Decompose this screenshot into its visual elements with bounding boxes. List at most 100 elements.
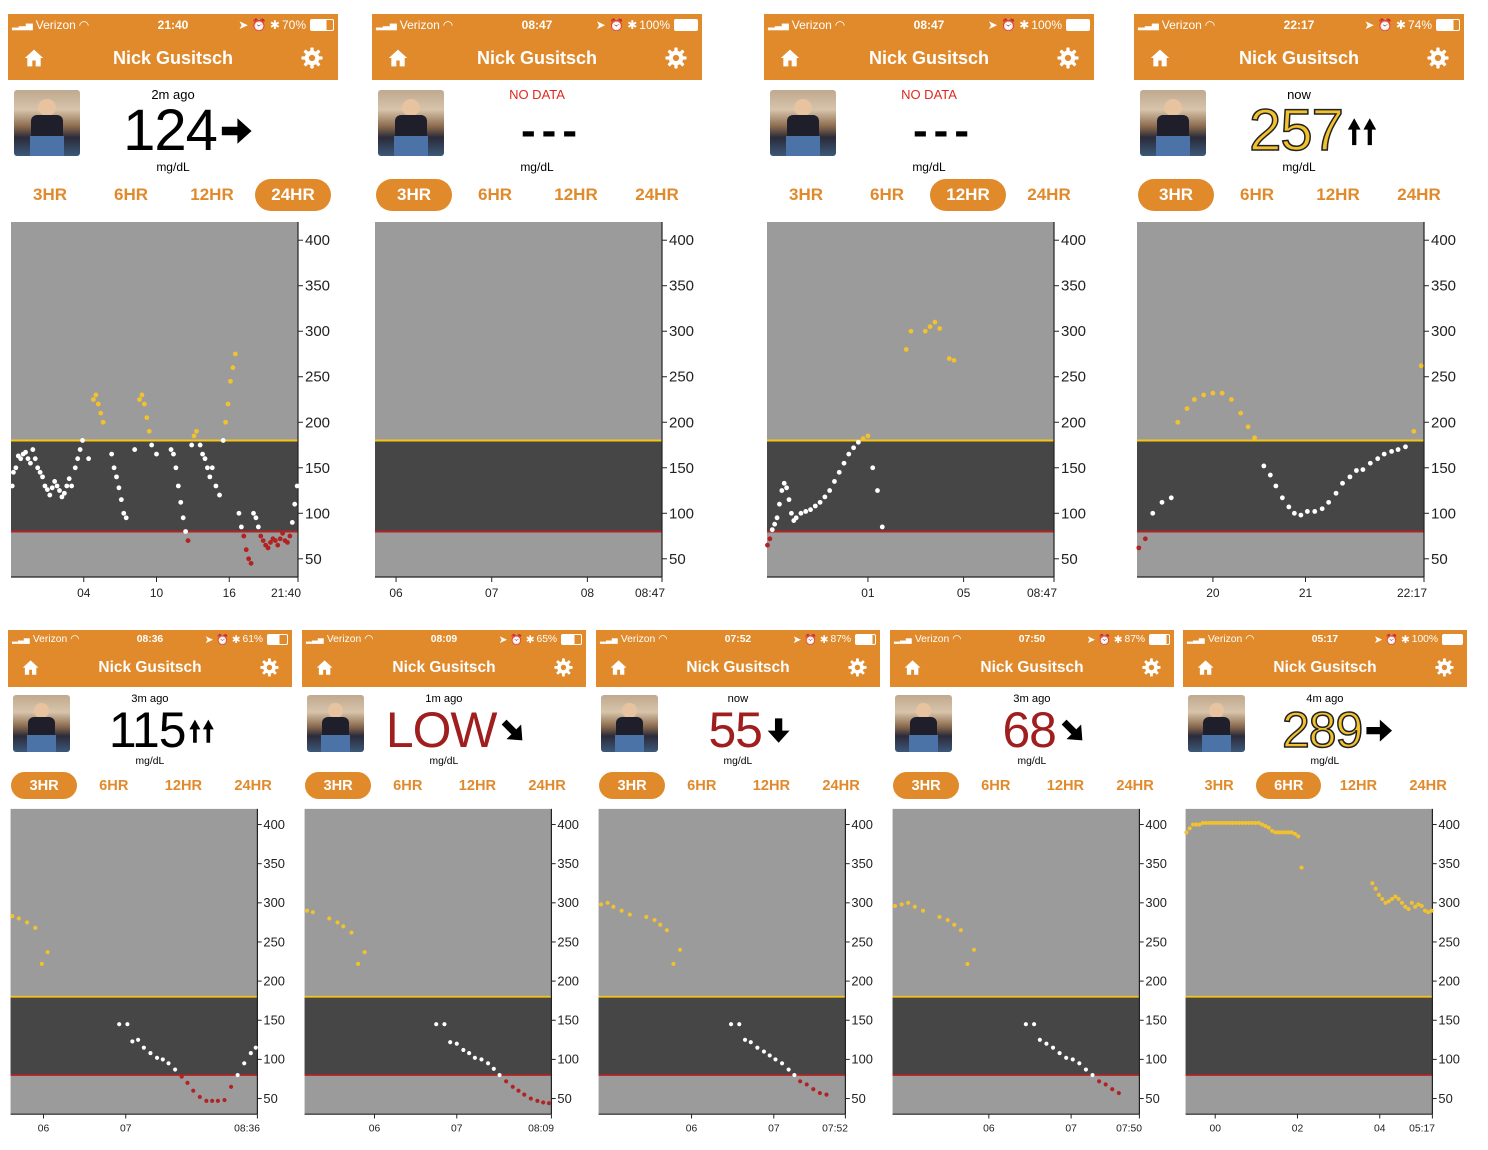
tab-12hr[interactable]: 12HR bbox=[164, 777, 203, 794]
tab-12hr[interactable]: 12HR bbox=[752, 777, 791, 794]
home-button[interactable] bbox=[1146, 36, 1174, 80]
settings-button[interactable] bbox=[1140, 649, 1164, 687]
settings-button[interactable] bbox=[1424, 36, 1452, 80]
home-button[interactable] bbox=[776, 36, 804, 80]
glucose-point bbox=[786, 1067, 791, 1072]
tab-3hr[interactable]: 3HR bbox=[11, 771, 77, 800]
y-tick-label: 250 bbox=[1438, 934, 1460, 949]
glucose-point bbox=[1238, 410, 1244, 416]
y-tick-label: 250 bbox=[669, 369, 694, 386]
tab-24hr[interactable]: 24HR bbox=[1397, 185, 1441, 204]
x-tick-label: 07 bbox=[485, 586, 499, 600]
tab-6hr[interactable]: 6HR bbox=[869, 185, 904, 204]
tab-12hr[interactable]: 12HR bbox=[458, 777, 497, 794]
home-button[interactable] bbox=[606, 649, 630, 687]
glucose-point bbox=[1220, 820, 1225, 826]
settings-button[interactable] bbox=[1433, 649, 1457, 687]
settings-button[interactable] bbox=[552, 649, 576, 687]
glucose-point bbox=[922, 328, 928, 334]
glucose-point bbox=[1032, 1022, 1037, 1027]
tab-6hr[interactable]: 6HR bbox=[1239, 185, 1274, 204]
glucose-point bbox=[1375, 456, 1381, 462]
tab-6hr[interactable]: 6HR bbox=[99, 777, 129, 794]
tab-12hr[interactable]: 12HR bbox=[1046, 777, 1085, 794]
battery-icon bbox=[855, 634, 876, 645]
glucose-point bbox=[1383, 900, 1388, 905]
tab-6hr[interactable]: 6HR bbox=[981, 777, 1011, 794]
tab-3hr[interactable]: 3HR bbox=[32, 185, 67, 204]
settings-button[interactable] bbox=[662, 36, 690, 80]
glucose-point bbox=[1192, 397, 1197, 402]
y-tick-label: 50 bbox=[305, 551, 322, 568]
glucose-point bbox=[1097, 1079, 1102, 1084]
tab-24hr[interactable]: 24HR bbox=[1409, 777, 1447, 794]
y-tick-label: 250 bbox=[1431, 369, 1456, 386]
tab-3hr[interactable]: 3HR bbox=[788, 185, 823, 204]
glucose-point bbox=[1110, 1087, 1115, 1092]
tab-24hr[interactable]: 24HR bbox=[528, 777, 566, 794]
glucose-point bbox=[95, 401, 101, 407]
tab-12hr[interactable]: 12HR bbox=[190, 185, 234, 204]
tab-24hr[interactable]: 24HR bbox=[255, 179, 331, 211]
tab-3hr[interactable]: 3HR bbox=[376, 179, 452, 211]
glucose-point bbox=[260, 538, 266, 543]
target-range-band bbox=[10, 996, 258, 1076]
tab-3hr[interactable]: 3HR bbox=[1138, 179, 1214, 211]
glucose-point bbox=[504, 1079, 509, 1084]
home-button[interactable] bbox=[1193, 649, 1217, 687]
y-tick-label: 100 bbox=[1145, 1052, 1167, 1067]
status-time: 08:47 bbox=[521, 18, 553, 32]
tab-6hr[interactable]: 6HR bbox=[1256, 771, 1322, 800]
y-tick-label: 200 bbox=[1145, 973, 1167, 988]
trend-arrow-icon bbox=[1347, 118, 1377, 146]
glucose-point bbox=[123, 515, 129, 521]
glucose-point bbox=[40, 474, 45, 480]
home-button[interactable] bbox=[900, 649, 924, 687]
tab-12hr[interactable]: 12HR bbox=[1339, 777, 1378, 794]
glucose-point bbox=[803, 509, 809, 514]
avatar bbox=[1188, 695, 1245, 753]
tab-6hr[interactable]: 6HR bbox=[477, 185, 512, 204]
tab-3hr[interactable]: 3HR bbox=[1204, 777, 1234, 794]
tab-3hr[interactable]: 3HR bbox=[893, 771, 959, 800]
glucose-point bbox=[91, 397, 96, 402]
tab-12hr[interactable]: 12HR bbox=[554, 185, 598, 204]
glucose-point bbox=[28, 460, 33, 466]
tab-24hr[interactable]: 24HR bbox=[1116, 777, 1154, 794]
tab-3hr[interactable]: 3HR bbox=[599, 771, 665, 800]
tab-3hr[interactable]: 3HR bbox=[305, 771, 371, 800]
settings-button[interactable] bbox=[1054, 36, 1082, 80]
last-update-label: 3m ago bbox=[1013, 692, 1051, 705]
tab-24hr[interactable]: 24HR bbox=[234, 777, 272, 794]
last-update-label: 2m ago bbox=[151, 87, 195, 102]
status-right: ➤ ⏰ ✱ 87% bbox=[1087, 630, 1170, 649]
tab-6hr[interactable]: 6HR bbox=[393, 777, 423, 794]
settings-button[interactable] bbox=[846, 649, 870, 687]
home-icon bbox=[316, 660, 333, 675]
y-tick-label: 400 bbox=[305, 232, 330, 249]
x-tick-label: 02 bbox=[1292, 1123, 1304, 1134]
home-button[interactable] bbox=[18, 649, 42, 687]
settings-button[interactable] bbox=[258, 649, 282, 687]
carrier-label: Verizon bbox=[399, 18, 440, 32]
tab-24hr[interactable]: 24HR bbox=[635, 185, 679, 204]
glucose-point bbox=[812, 503, 818, 509]
tab-6hr[interactable]: 6HR bbox=[687, 777, 717, 794]
y-tick-label: 350 bbox=[1431, 278, 1456, 295]
tab-12hr[interactable]: 12HR bbox=[1316, 185, 1360, 204]
tab-24hr[interactable]: 24HR bbox=[822, 777, 860, 794]
glucose-point bbox=[121, 510, 127, 516]
settings-button[interactable] bbox=[298, 36, 326, 80]
home-button[interactable] bbox=[384, 36, 412, 80]
phone-screen: ▂▃▅ Verizon ◠ 08:47 ➤ ⏰ ✱ 100% Nick Gusitsch… bbox=[764, 14, 1094, 606]
tab-24hr[interactable]: 24HR bbox=[1027, 185, 1071, 204]
status-time: 07:50 bbox=[1018, 633, 1046, 645]
glucose-point bbox=[64, 483, 70, 489]
home-button[interactable] bbox=[20, 36, 48, 80]
tab-12hr[interactable]: 12HR bbox=[930, 179, 1006, 211]
x-tick-label: 07 bbox=[451, 1123, 463, 1134]
glucose-point bbox=[57, 488, 62, 493]
last-update-label: NO DATA bbox=[509, 87, 565, 102]
home-button[interactable] bbox=[312, 649, 336, 687]
tab-6hr[interactable]: 6HR bbox=[113, 185, 148, 204]
